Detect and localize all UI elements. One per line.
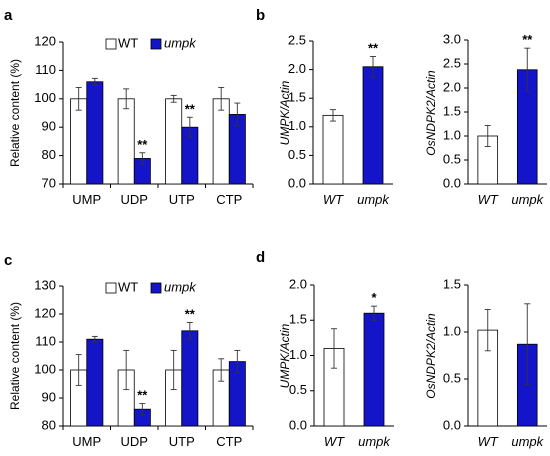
bar-umpk-ump (86, 81, 104, 185)
y-tick-label: 0.0 (289, 417, 307, 432)
bar-wt (322, 114, 344, 185)
x-tick-label: CTP (216, 434, 242, 449)
y-tick-label: 0.5 (289, 382, 307, 397)
y-tick-label: 2.0 (443, 79, 461, 94)
chart-panel-0: a 70 80 90 100 110 120 Relative content (%) UMP U… (4, 7, 254, 207)
y-tick-label: 2.5 (288, 32, 306, 47)
legend-swatch-umpk (150, 38, 162, 50)
y-axis-label: OsNDPK2/Actin (424, 313, 438, 399)
y-tick-label: 0.0 (443, 417, 461, 432)
bar-wt-udp (117, 98, 135, 185)
y-axis-label: Relative content (%) (8, 302, 22, 410)
chart-panel-4: d 0.0 0.5 1.0 1.5 2.0 UMPK/Actin WT umpk * (256, 249, 394, 449)
y-tick-label: 120 (34, 33, 56, 48)
bar-umpk-ump (86, 338, 104, 427)
x-tick-label: UMP (72, 434, 101, 449)
x-tick-label: WT (478, 434, 499, 449)
legend-label-wt: WT (118, 35, 138, 50)
y-tick-label: 1.5 (443, 103, 461, 118)
chart-panel-2: 0.0 0.5 1.0 1.5 2.0 2.5 3.0 OsNDPK2/Actin WT umpk… (424, 31, 547, 207)
y-tick-label: 2.0 (289, 276, 307, 291)
chart-panel-3: c 80 90 100 110 120 130 Relative content (%) UMP… (4, 252, 254, 449)
y-tick-label: 100 (34, 90, 56, 105)
bar-umpk (363, 312, 385, 427)
y-tick-label: 0.5 (443, 370, 461, 385)
bar-wt-utp (165, 98, 183, 185)
significance-marker: ** (368, 40, 379, 55)
legend-label-wt: WT (118, 279, 138, 294)
bar-wt-ump (70, 98, 88, 185)
panel-letter: b (256, 7, 265, 24)
x-tick-label: UDP (121, 192, 148, 207)
significance-marker: * (371, 290, 377, 305)
bar-umpk (362, 66, 384, 185)
x-tick-label: UTP (169, 192, 195, 207)
y-tick-label: 120 (34, 305, 56, 320)
y-tick-label: 130 (34, 277, 56, 292)
y-tick-label: 90 (42, 119, 56, 134)
legend-swatch-wt (105, 38, 117, 50)
y-tick-label: 3.0 (443, 31, 461, 46)
x-tick-label: umpk (511, 192, 544, 207)
y-tick-label: 2.0 (288, 61, 306, 76)
legend-label-umpk: umpk (164, 35, 197, 50)
x-tick-label: CTP (216, 192, 242, 207)
y-tick-label: 80 (42, 417, 56, 432)
bar-wt-ctp (212, 98, 230, 185)
x-tick-label: umpk (358, 434, 391, 449)
y-tick-label: 1.5 (443, 276, 461, 291)
x-tick-label: umpk (511, 434, 544, 449)
panel-letter: d (256, 249, 265, 266)
significance-marker: ** (522, 32, 533, 47)
legend-swatch-umpk (150, 282, 162, 294)
significance-marker: ** (137, 137, 148, 152)
legend-label-umpk: umpk (164, 279, 197, 294)
x-tick-label: WT (478, 192, 499, 207)
y-tick-label: 1.0 (289, 347, 307, 362)
y-axis-label: Relative content (%) (8, 59, 22, 167)
panel-letter: c (4, 252, 12, 269)
x-tick-label: UMP (72, 192, 101, 207)
significance-marker: ** (185, 101, 196, 116)
y-tick-label: 1.5 (288, 90, 306, 105)
bar-umpk-utp (181, 330, 199, 427)
y-tick-label: 100 (34, 361, 56, 376)
y-tick-label: 110 (35, 333, 56, 348)
y-axis-label: UMPK/Actin (278, 80, 292, 145)
y-tick-label: 0.5 (443, 151, 461, 166)
significance-marker: ** (185, 306, 196, 321)
y-tick-label: 1.0 (288, 118, 306, 133)
x-tick-label: WT (323, 192, 344, 207)
x-tick-label: UDP (121, 434, 148, 449)
y-tick-label: 0.5 (288, 147, 306, 162)
x-tick-label: UTP (169, 434, 195, 449)
chart-panel-1: b 0.0 0.5 1.0 1.5 2.0 2.5 UMPK/Actin WT umpk ** (256, 7, 393, 207)
legend-swatch-wt (105, 282, 117, 294)
y-tick-label: 90 (42, 389, 56, 404)
x-tick-label: umpk (357, 192, 390, 207)
y-tick-label: 1.0 (443, 323, 461, 338)
x-tick-label: WT (324, 434, 345, 449)
y-tick-label: 80 (42, 147, 56, 162)
y-tick-label: 1.0 (443, 127, 461, 142)
y-tick-label: 2.5 (443, 55, 461, 70)
y-tick-label: 70 (42, 175, 56, 190)
chart-panel-5: 0.0 0.5 1.0 1.5 OsNDPK2/Actin WT umpk (424, 276, 547, 449)
y-axis-label: UMPK/Actin (278, 323, 292, 388)
y-tick-label: 0.0 (288, 175, 306, 190)
significance-marker: ** (137, 388, 148, 403)
y-tick-label: 0.0 (443, 175, 461, 190)
y-tick-label: 1.5 (289, 312, 307, 327)
y-axis-label: OsNDPK2/Actin (424, 70, 438, 156)
y-tick-label: 110 (35, 62, 56, 77)
panel-letter: a (4, 7, 13, 24)
